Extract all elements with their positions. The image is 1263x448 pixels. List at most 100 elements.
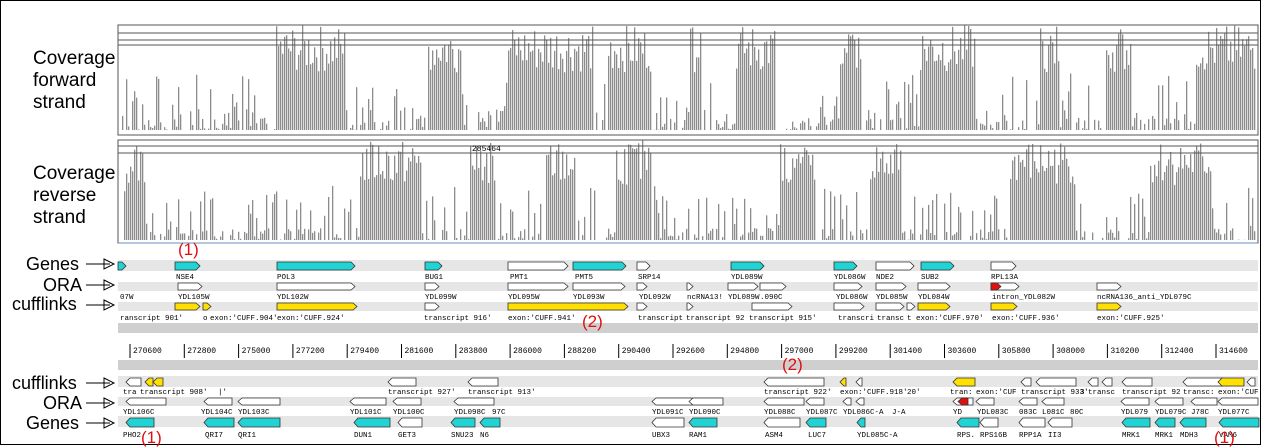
ruler-tick-label: 305800: [1002, 347, 1031, 356]
arrow-icon: [86, 378, 114, 388]
arrow-icon: [86, 259, 114, 269]
feature-label: LUC7: [808, 432, 826, 440]
feature-glyph: [451, 418, 475, 427]
ruler-tick-label: 270600: [133, 347, 162, 356]
feature-glyph: [1019, 398, 1037, 405]
feature-label: RPL13A: [991, 274, 1019, 282]
feature-label: YDL086W: [836, 294, 868, 302]
feature-label: transcript 916': [424, 315, 492, 323]
feature-label: 20': [907, 389, 921, 397]
feature-label: PHO2: [123, 432, 141, 440]
feature-glyph: [573, 283, 625, 290]
feature-label: transc: [877, 315, 904, 323]
feature-glyph: [573, 262, 626, 270]
feature-label: 97C: [492, 409, 506, 417]
ruler-tick-label: 303600: [948, 347, 977, 356]
feature-glyph: [752, 303, 792, 310]
feature-label: o: [203, 315, 208, 323]
feature-glyph: [238, 418, 280, 427]
ruler-tick-label: 272800: [187, 347, 216, 356]
feature-label: YDL086C-A: [843, 409, 884, 417]
feature-glyph: [1183, 378, 1223, 386]
separator-band-top: [118, 323, 1258, 333]
feature-label: YDL092W: [639, 294, 671, 302]
feature-glyph: [991, 262, 1016, 270]
feature-glyph: [1048, 418, 1072, 427]
feature-glyph: [921, 262, 954, 270]
feature-label: exon:'CUFF.941': [508, 315, 576, 323]
cufflinks-band-bottom: [118, 376, 1258, 387]
feature-glyph: [834, 262, 857, 270]
feature-glyph: [652, 398, 692, 405]
feature-label: UBX3: [652, 432, 671, 440]
feature-glyph: [918, 283, 950, 290]
feature-label: t: [907, 315, 912, 323]
feature-label: tra: [123, 389, 137, 397]
feature-label: YDL084W: [918, 294, 950, 302]
feature-glyph: [126, 418, 154, 427]
feature-glyph: [508, 283, 568, 290]
genes-band-bottom: [118, 416, 1258, 427]
feature-label: YDL100C: [393, 409, 425, 417]
feature-label: YDL104C: [201, 409, 233, 417]
feature-glyph: [806, 398, 824, 405]
feature-label: RPS16B: [980, 432, 1008, 440]
feature-label: POL3: [277, 274, 296, 282]
feature-label: 083C: [1019, 409, 1038, 417]
feature-label: exon:'CUFF.918': [840, 389, 908, 397]
ruler-tick-label: 283800: [459, 347, 488, 356]
feature-glyph: [277, 262, 355, 270]
feature-label: transcript 933': [1021, 389, 1089, 397]
feature-label: transcri: [838, 315, 875, 323]
track-arrows: [86, 259, 114, 428]
feature-label: YDL079C: [1155, 409, 1187, 417]
feature-glyph: [393, 398, 421, 405]
ruler-tick-label: 275000: [242, 347, 271, 356]
feature-glyph: [354, 418, 390, 427]
feature-glyph: [1218, 378, 1244, 386]
position-marker-label: 285464: [472, 145, 501, 154]
feature-label: J-A: [892, 409, 906, 417]
feature-label: transcript 927': [388, 389, 456, 397]
feature-label: transcript 915': [749, 315, 817, 323]
arrow-icon: [86, 418, 114, 428]
ruler-tick-label: 299200: [839, 347, 868, 356]
ruler-tick-label: 312400: [1165, 347, 1194, 356]
feature-label: YDL101C: [350, 409, 382, 417]
feature-glyph: [806, 418, 826, 427]
feature-glyph: [1191, 398, 1217, 405]
feature-label: YDL089W: [728, 294, 760, 302]
feature-glyph: [764, 418, 800, 427]
feature-label: II3: [1048, 432, 1062, 440]
feature-glyph: [876, 262, 914, 270]
ruler-tick-label: 292600: [676, 347, 705, 356]
feature-glyph: [508, 303, 628, 310]
marker-1-top: (1): [178, 240, 199, 260]
marker-1-bottom-left: (1): [141, 428, 162, 448]
feature-glyph: [508, 262, 568, 270]
feature-label: intron_YDL082W: [992, 294, 1056, 302]
feature-label: YDL090C: [689, 409, 721, 417]
feature-label: YDL106C: [123, 409, 155, 417]
feature-glyph: [1097, 283, 1121, 290]
feature-label: YDL102W: [277, 294, 309, 302]
feature-label: exon:'CUF: [976, 389, 1017, 397]
feature-label: 07W: [120, 294, 134, 302]
feature-label: J78C: [1191, 409, 1210, 417]
arrow-icon: [86, 280, 114, 290]
feature-label: exon:'CUFF.924': [277, 315, 345, 323]
feature-glyph: [1219, 418, 1259, 427]
feature-label: transcript 908': [140, 389, 208, 397]
feature-glyph: [1155, 398, 1183, 405]
ruler-tick-label: 277200: [296, 347, 325, 356]
feature-label: YDL088C: [764, 409, 796, 417]
feature-glyph: [957, 418, 979, 427]
feature-glyph: [1097, 303, 1121, 310]
ruler-tick-label: 310200: [1110, 347, 1139, 356]
feature-label: transcript 922': [764, 389, 832, 397]
feature-glyph: [277, 283, 355, 290]
feature-glyph: [764, 398, 804, 405]
feature-glyph: [175, 262, 200, 270]
feature-label: ranscript 901': [120, 315, 183, 323]
